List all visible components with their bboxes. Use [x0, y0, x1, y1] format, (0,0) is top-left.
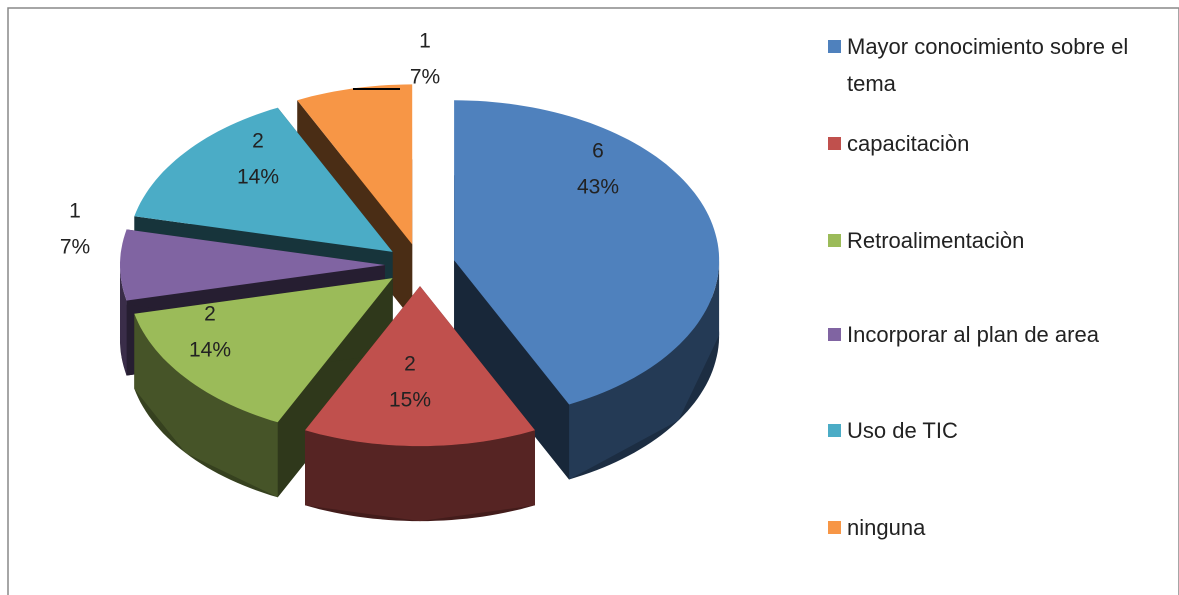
data-label: 1 — [419, 30, 431, 53]
data-label: 2 — [404, 353, 416, 376]
legend-swatch — [828, 40, 841, 53]
legend-label: Retroalimentaciòn — [847, 228, 1025, 253]
slice-wall — [120, 265, 127, 376]
legend-label: ninguna — [847, 515, 926, 540]
data-label-percent: 7% — [60, 236, 90, 259]
legend-swatch — [828, 234, 841, 247]
slice — [305, 286, 535, 522]
data-label: 2 — [252, 130, 264, 153]
data-label-percent: 15% — [389, 389, 431, 412]
legend-label: Uso de TIC — [847, 418, 958, 443]
legend-entry: Mayor conocimiento sobre el tema — [828, 28, 1158, 102]
data-label: 2 — [204, 303, 216, 326]
legend-entry: capacitaciòn — [828, 125, 1158, 162]
legend-label: Mayor conocimiento sobre el tema — [847, 34, 1129, 96]
slice-wall — [134, 313, 278, 498]
data-label-percent: 14% — [189, 339, 231, 362]
slice-top — [454, 100, 720, 405]
legend-entry: ninguna — [828, 509, 1158, 546]
slice-top — [297, 84, 413, 245]
slice-top — [134, 107, 393, 252]
slice — [454, 100, 720, 480]
slice-wall — [569, 260, 720, 480]
slice-top — [120, 229, 385, 301]
legend-swatch — [828, 424, 841, 437]
data-label: 6 — [592, 140, 604, 163]
slice-wall — [305, 430, 535, 522]
legend-swatch — [828, 521, 841, 534]
legend-label: Incorporar al plan de area — [847, 322, 1099, 347]
legend-swatch — [828, 328, 841, 341]
slice-top — [305, 286, 535, 447]
data-label-percent: 43% — [577, 176, 619, 199]
legend-entry: Incorporar al plan de area — [828, 316, 1158, 353]
legend-entry: Retroalimentaciòn — [828, 222, 1158, 259]
data-label-percent: 14% — [237, 166, 279, 189]
data-label-percent: 7% — [410, 66, 440, 89]
border — [7, 7, 1179, 595]
slice-side — [454, 260, 570, 480]
legend-swatch — [828, 137, 841, 150]
legend-label: capacitaciòn — [847, 131, 970, 156]
legend-entry: Uso de TIC — [828, 412, 1158, 449]
slice-top — [134, 278, 393, 423]
data-label: 1 — [69, 200, 81, 223]
